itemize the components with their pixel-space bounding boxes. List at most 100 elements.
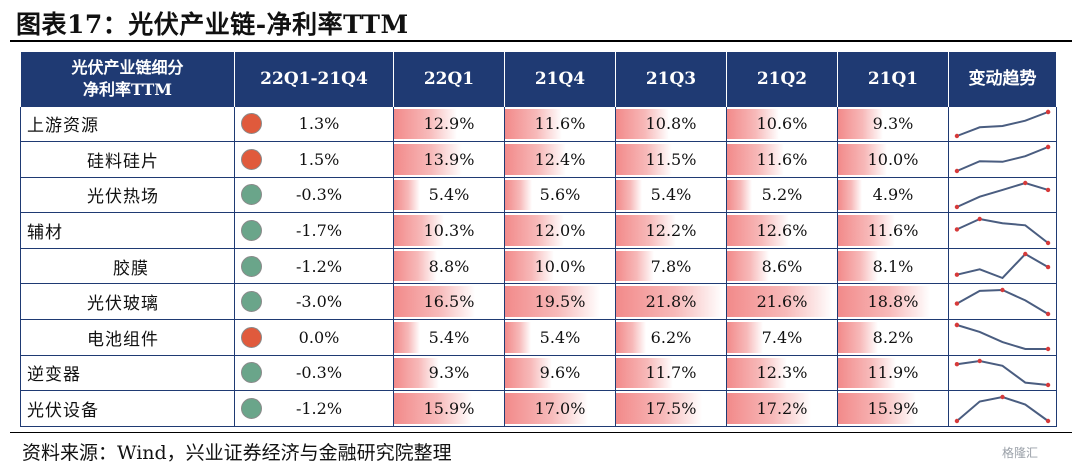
header-q-21q4: 21Q4 (504, 52, 616, 106)
margin-value: 9.3% (428, 363, 470, 383)
margin-cell: 12.6% (726, 212, 838, 249)
sparkline (954, 323, 1051, 352)
data-bar (838, 322, 879, 353)
margin-value: 5.4% (428, 185, 470, 205)
margin-value: 12.6% (756, 221, 808, 241)
data-bar (505, 286, 601, 318)
data-bar (505, 108, 562, 140)
margin-cell: 5.4% (615, 176, 727, 214)
table-row: 电池组件 0.0% 5.4% 5.4% 6.2% 7.4% 8.2% (20, 319, 1057, 356)
margin-cell: 11.6% (837, 212, 949, 249)
trend-cell (948, 319, 1057, 356)
margin-cell: 11.9% (837, 354, 949, 392)
margin-cell: 19.5% (504, 283, 616, 321)
margin-cell: 15.9% (393, 390, 505, 427)
status-dot-green (241, 362, 262, 384)
sparkline-path (956, 110, 1049, 137)
sparkline-point (954, 204, 960, 210)
margin-value: 16.5% (423, 292, 475, 312)
data-bar (727, 393, 812, 424)
data-bar (394, 108, 458, 140)
data-bar (394, 286, 475, 318)
margin-value: 5.4% (650, 185, 692, 205)
margin-value: 18.8% (867, 292, 919, 312)
sparkline-point (1045, 109, 1051, 114)
data-bar (727, 144, 784, 175)
net-margin-table: 光伏产业链细分 净利率TTM 22Q1-21Q4 22Q1 21Q4 21Q3 … (20, 52, 1057, 427)
margin-value: 11.9% (867, 363, 919, 383)
margin-cell: 10.0% (504, 247, 616, 285)
data-bar (838, 286, 930, 318)
margin-cell: 5.4% (393, 176, 505, 214)
data-bar (727, 108, 779, 140)
margin-cell: 13.9% (393, 141, 505, 178)
sparkline-path (956, 181, 1049, 208)
change-value: -1.2% (295, 256, 343, 276)
sparkline (954, 109, 1051, 138)
change-value: -0.3% (295, 185, 343, 205)
chart-title: 图表17：光伏产业链-净利率TTM (16, 10, 409, 39)
footer-divider (10, 432, 1072, 433)
sparkline-point (954, 301, 960, 306)
margin-cell: 5.4% (393, 319, 505, 356)
margin-value: 9.6% (539, 363, 581, 383)
data-bar (727, 286, 833, 318)
margin-cell: 16.5% (393, 283, 505, 321)
sparkline-path (956, 359, 1049, 386)
margin-cell: 12.2% (615, 212, 727, 249)
margin-value: 5.6% (539, 185, 581, 205)
margin-cell: 21.6% (726, 283, 838, 321)
margin-value: 15.9% (423, 399, 475, 419)
data-bar (838, 179, 862, 211)
sparkline-point (1045, 240, 1051, 245)
margin-value: 12.0% (534, 221, 586, 241)
sparkline-point (1023, 251, 1028, 257)
header-q-21q3: 21Q3 (615, 52, 727, 106)
data-bar (727, 215, 789, 246)
segment-name: 上游资源 (20, 105, 235, 143)
margin-value: 12.4% (534, 149, 586, 169)
header-change: 22Q1-21Q4 (234, 52, 394, 106)
margin-value: 21.6% (756, 292, 808, 312)
trend-cell (948, 354, 1057, 392)
margin-value: 19.5% (534, 292, 586, 312)
sparkline (954, 145, 1051, 174)
margin-value: 10.8% (645, 114, 697, 134)
header-segment: 光伏产业链细分 净利率TTM (20, 52, 235, 106)
sparkline (954, 216, 1051, 245)
margin-value: 8.6% (761, 256, 803, 276)
margin-cell: 15.9% (837, 390, 949, 427)
table-row: 光伏热场 -0.3% 5.4% 5.6% 5.4% 5.2% 4.9% (20, 176, 1057, 214)
status-dot-red (241, 113, 262, 135)
data-bar (838, 215, 895, 246)
data-bar (616, 215, 676, 246)
data-bar (838, 108, 884, 140)
data-bar (616, 286, 723, 318)
margin-value: 11.6% (534, 114, 586, 134)
sparkline (954, 394, 1051, 423)
data-bar (838, 144, 887, 175)
data-bar (505, 322, 532, 353)
change-value: -3.0% (295, 292, 343, 312)
status-dot-green (241, 220, 262, 242)
segment-name: 光伏玻璃 (20, 283, 235, 321)
header-q-21q1: 21Q1 (837, 52, 949, 106)
margin-value: 11.7% (645, 363, 697, 383)
header-segment-line2: 净利率TTM (83, 79, 172, 99)
change-cell: 1.3% (234, 105, 394, 143)
sparkline (954, 251, 1051, 280)
margin-value: 10.0% (867, 149, 919, 169)
data-bar (505, 144, 566, 175)
margin-value: 17.0% (534, 399, 586, 419)
margin-cell: 8.1% (837, 247, 949, 285)
data-bar (505, 357, 552, 389)
sparkline-path (956, 288, 1049, 315)
margin-cell: 7.8% (615, 247, 727, 285)
data-bar (505, 250, 554, 282)
margin-cell: 9.3% (837, 105, 949, 143)
segment-name: 辅材 (20, 212, 235, 249)
data-bar (394, 357, 440, 389)
header-q-21q2: 21Q2 (726, 52, 838, 106)
data-bar (616, 357, 674, 389)
title-divider (10, 40, 1072, 42)
